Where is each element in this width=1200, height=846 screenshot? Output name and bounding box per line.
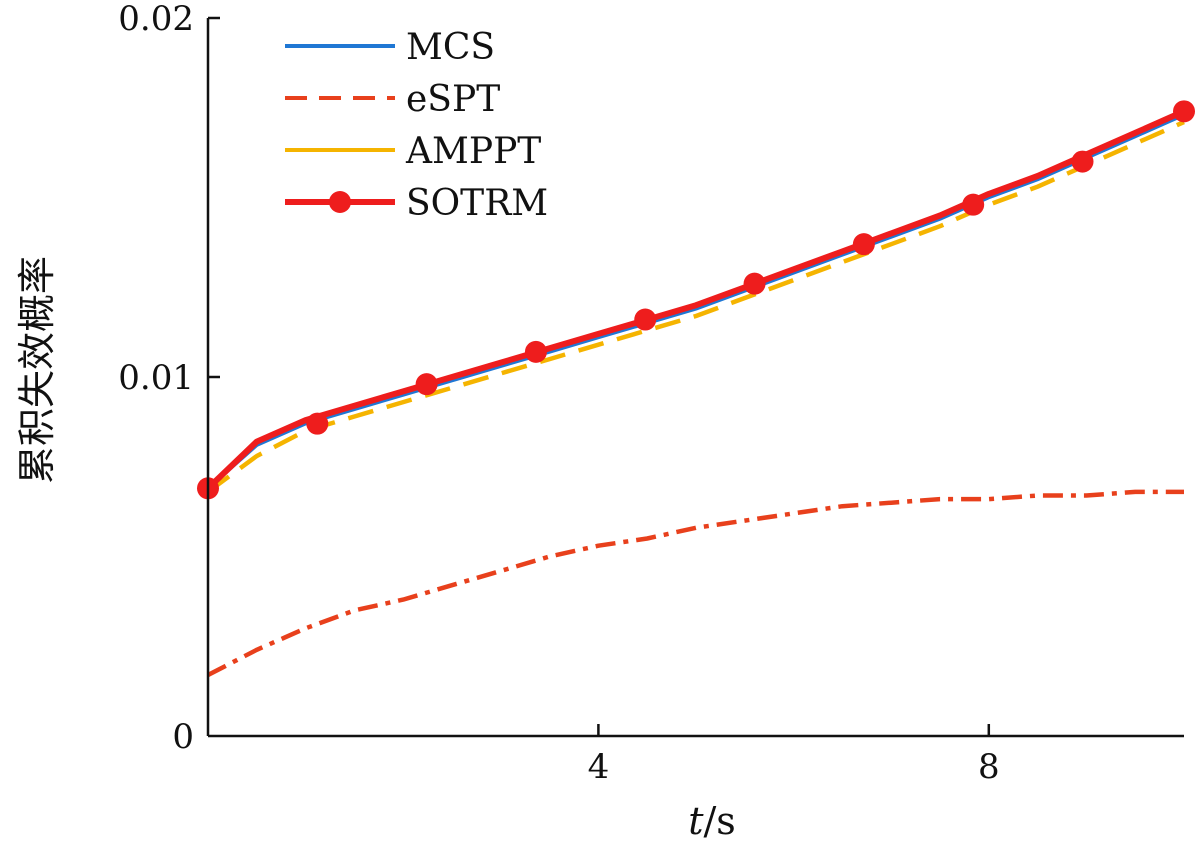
series-layer <box>197 100 1195 677</box>
series-line-mcs <box>206 113 1185 490</box>
legend-label-mcs: MCS <box>406 27 495 68</box>
y-axis-title: 累积失效概率 <box>15 256 59 484</box>
series-marker-sotrm <box>524 340 547 363</box>
legend-label-espt: eSPT <box>406 79 500 120</box>
y-tick-label: 0.02 <box>118 0 194 39</box>
series-line-espt <box>206 489 1184 677</box>
series-marker-sotrm <box>415 373 438 396</box>
legend-marker-sotrm <box>329 191 351 213</box>
series-line-amppt <box>206 120 1185 494</box>
legend: MCS eSPT AMPPT SOTRM <box>285 27 548 224</box>
series-marker-sotrm <box>962 193 985 216</box>
x-tick-label: 4 <box>588 747 610 787</box>
series-marker-sotrm <box>852 233 875 256</box>
x-axis-title: t/s <box>688 799 736 843</box>
series-marker-sotrm <box>306 412 329 435</box>
legend-label-sotrm: SOTRM <box>406 183 548 224</box>
series-marker-sotrm <box>1173 100 1195 123</box>
series-marker-sotrm <box>1071 150 1094 173</box>
legend-label-amppt: AMPPT <box>405 131 541 172</box>
series-marker-sotrm <box>634 308 657 331</box>
series-marker-sotrm <box>743 272 766 295</box>
x-axis-unit: /s <box>703 799 735 843</box>
y-tick-label: 0 <box>172 717 194 757</box>
series-line-sotrm <box>205 108 1186 491</box>
ticks-layer: 0 0.01 0.02 4 8 <box>118 0 999 787</box>
plot-area: 0 0.01 0.02 4 8 <box>118 0 1195 787</box>
x-tick-label: 8 <box>978 747 1000 787</box>
x-axis-variable: t <box>688 799 704 843</box>
y-tick-label: 0.01 <box>118 358 194 398</box>
